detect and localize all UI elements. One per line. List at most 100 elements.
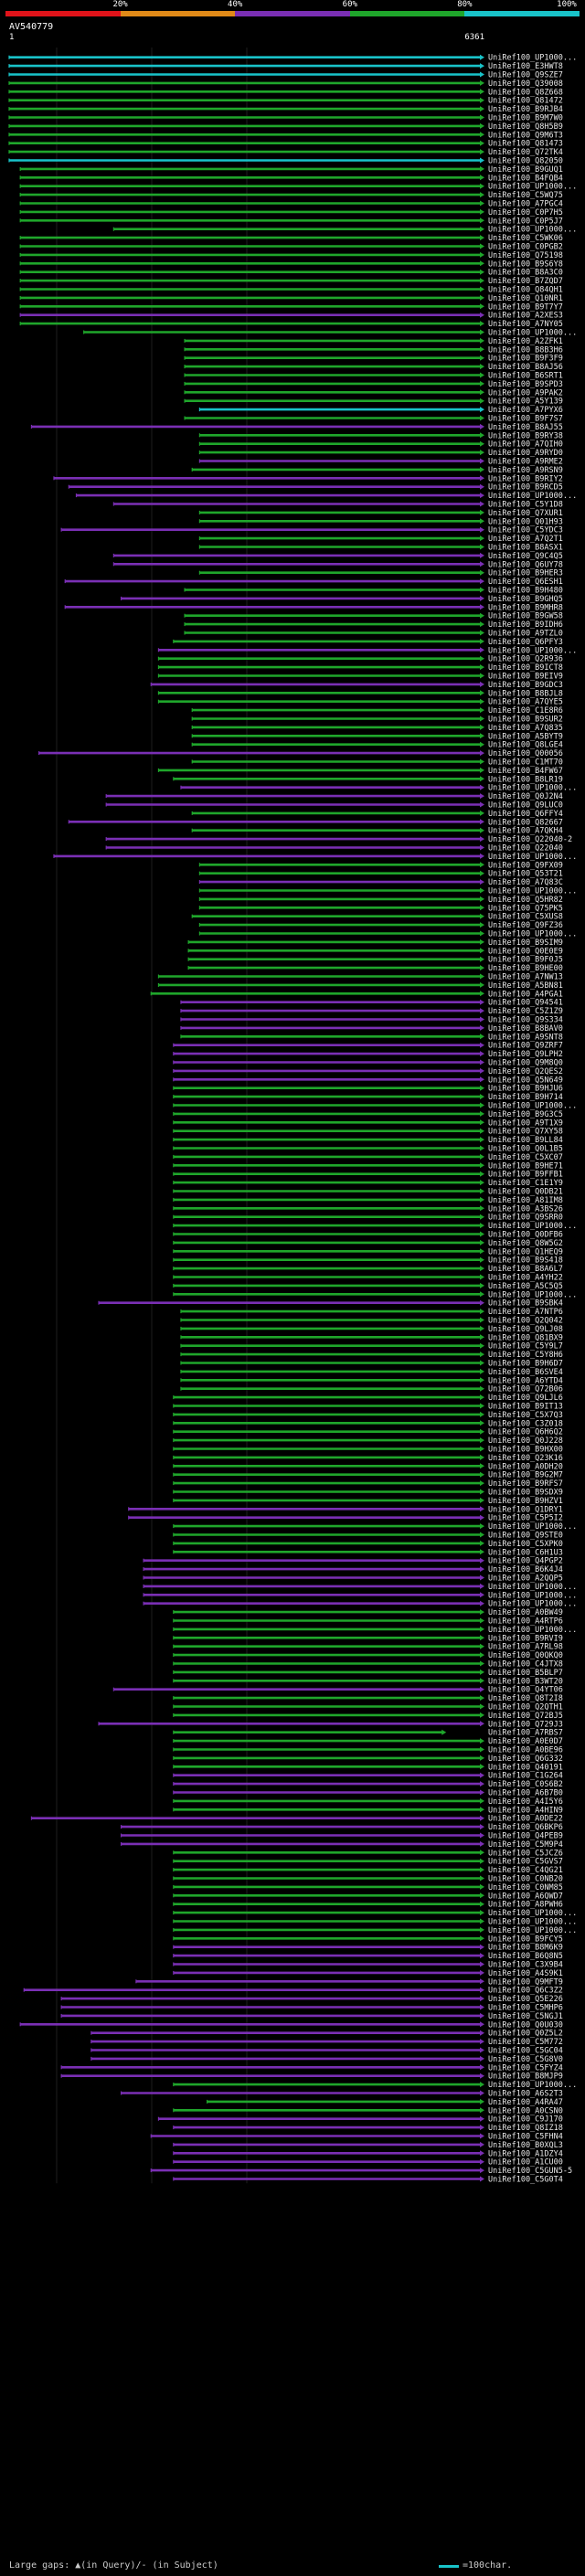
hit-row[interactable]: UniRef100_B8B3H6: [184, 345, 563, 355]
hit-row[interactable]: UniRef100_Q39008: [8, 80, 563, 89]
hit-row[interactable]: UniRef100_B8AJ56: [184, 363, 563, 372]
hit-row[interactable]: UniRef100_A1CU00: [173, 2158, 563, 2168]
hit-row[interactable]: UniRef100_B9SIM9: [187, 938, 563, 948]
hit-row[interactable]: UniRef100_C5Y1D8: [112, 501, 563, 510]
hit-row[interactable]: UniRef100_B9M7W0: [8, 114, 563, 123]
hit-row[interactable]: UniRef100_UP1000...: [143, 1591, 577, 1600]
hit-row[interactable]: UniRef100_A9PAK2: [184, 388, 563, 398]
hit-row[interactable]: UniRef100_A7QYE5: [157, 698, 563, 707]
hit-row[interactable]: UniRef100_Q0J228: [173, 1436, 563, 1446]
hit-row[interactable]: UniRef100_B9EIV9: [157, 673, 563, 682]
hit-row[interactable]: UniRef100_Q81473: [8, 140, 563, 149]
hit-row[interactable]: UniRef100_C5XC07: [173, 1153, 563, 1162]
hit-row[interactable]: UniRef100_A0DH20: [173, 1462, 563, 1471]
hit-row[interactable]: UniRef100_B8A6L7: [173, 1265, 563, 1274]
hit-row[interactable]: UniRef100_UP1000...: [143, 1583, 577, 1592]
hit-row[interactable]: UniRef100_A7NTP6: [180, 1308, 563, 1317]
hit-row[interactable]: UniRef100_B9S6Y8: [19, 260, 563, 269]
hit-row[interactable]: UniRef100_Q9LPH2: [173, 1050, 563, 1059]
hit-row[interactable]: UniRef100_Q81BX9: [180, 1333, 563, 1342]
hit-row[interactable]: UniRef100_A2XES3: [19, 312, 563, 321]
hit-row[interactable]: UniRef100_B8BJL8: [157, 689, 563, 698]
hit-row[interactable]: UniRef100_Q8Z668: [8, 88, 563, 97]
hit-row[interactable]: UniRef100_Q00056: [38, 749, 563, 758]
hit-row[interactable]: UniRef100_Q9SRR0: [173, 1214, 563, 1223]
hit-row[interactable]: UniRef100_UP1000...: [173, 1522, 577, 1532]
hit-row[interactable]: UniRef100_B9SDX9: [173, 1489, 563, 1498]
hit-row[interactable]: UniRef100_C5Y9L7: [180, 1342, 563, 1352]
hit-row[interactable]: UniRef100_C5P5I2: [128, 1514, 563, 1523]
hit-row[interactable]: UniRef100_Q72B06: [180, 1385, 563, 1394]
hit-row[interactable]: UniRef100_B8AJ55: [30, 423, 563, 432]
hit-row[interactable]: UniRef100_Q6ESH1: [64, 578, 563, 587]
hit-row[interactable]: UniRef100_Q9MFT9: [135, 1977, 563, 1987]
hit-row[interactable]: UniRef100_Q72BJ5: [173, 1712, 563, 1721]
hit-row[interactable]: UniRef100_B9FFB1: [173, 1171, 563, 1180]
hit-row[interactable]: UniRef100_B4FW67: [157, 767, 563, 776]
hit-row[interactable]: UniRef100_C5XUS8: [191, 913, 563, 922]
hit-row[interactable]: UniRef100_A6S2T3: [120, 2090, 563, 2099]
hit-row[interactable]: UniRef100_UP1000...: [157, 646, 577, 655]
hit-row[interactable]: UniRef100_A7RL98: [173, 1643, 563, 1652]
hit-row[interactable]: UniRef100_A7Q2T1: [198, 535, 563, 544]
hit-row[interactable]: UniRef100_C3Z018: [173, 1419, 563, 1428]
hit-row[interactable]: UniRef100_Q4YT06: [112, 1686, 563, 1695]
hit-row[interactable]: UniRef100_Q2QTH1: [173, 1703, 563, 1712]
hit-row[interactable]: UniRef100_Q6PFY3: [173, 638, 563, 647]
hit-row[interactable]: UniRef100_C5Z1Z9: [180, 1007, 563, 1016]
hit-row[interactable]: UniRef100_Q9S334: [180, 1016, 563, 1025]
hit-row[interactable]: UniRef100_Q9M8Q0: [173, 1059, 563, 1068]
hit-row[interactable]: UniRef100_B9F3F9: [184, 355, 563, 364]
hit-row[interactable]: UniRef100_B9GUQ1: [19, 165, 563, 175]
hit-row[interactable]: UniRef100_B9H6D7: [180, 1360, 563, 1369]
hit-row[interactable]: UniRef100_C0P7H5: [19, 208, 563, 217]
hit-row[interactable]: UniRef100_A2QQP5: [143, 1574, 563, 1584]
hit-row[interactable]: UniRef100_B8ASX1: [198, 544, 563, 553]
hit-row[interactable]: UniRef100_C1G264: [173, 1772, 563, 1781]
hit-row[interactable]: UniRef100_A6B7B0: [173, 1789, 563, 1798]
hit-row[interactable]: UniRef100_Q6C3Z2: [23, 1987, 563, 1996]
hit-row[interactable]: UniRef100_B9RVI9: [173, 1634, 563, 1643]
hit-row[interactable]: UniRef100_A5Y139: [184, 398, 563, 407]
hit-row[interactable]: UniRef100_C5G8V0: [90, 2055, 563, 2064]
hit-row[interactable]: UniRef100_A9TZL0: [184, 630, 563, 639]
hit-row[interactable]: UniRef100_A4RA47: [206, 2098, 563, 2107]
hit-row[interactable]: UniRef100_B9IT13: [173, 1403, 563, 1412]
hit-row[interactable]: UniRef100_C5GUN5-5: [150, 2167, 572, 2176]
hit-row[interactable]: UniRef100_Q7XY58: [173, 1128, 563, 1137]
hit-row[interactable]: UniRef100_A2ZFK1: [184, 337, 563, 346]
hit-row[interactable]: UniRef100_B9SPD3: [184, 380, 563, 389]
hit-row[interactable]: UniRef100_Q9LJL6: [173, 1394, 563, 1403]
hit-row[interactable]: UniRef100_A1DZY4: [173, 2149, 563, 2158]
hit-row[interactable]: UniRef100_Q8IZ18: [173, 2124, 563, 2133]
hit-row[interactable]: UniRef100_A5C5Q5: [173, 1282, 563, 1291]
hit-row[interactable]: UniRef100_UP1000...: [198, 887, 577, 896]
hit-row[interactable]: UniRef100_Q9C4Q5: [112, 552, 563, 561]
hit-row[interactable]: UniRef100_B9H714: [173, 1093, 563, 1102]
hit-row[interactable]: UniRef100_B9RY38: [198, 431, 563, 440]
hit-row[interactable]: UniRef100_A9T1X9: [173, 1118, 563, 1128]
hit-row[interactable]: UniRef100_A9SNT8: [180, 1033, 563, 1042]
hit-row[interactable]: UniRef100_Q82050: [8, 157, 563, 166]
hit-row[interactable]: UniRef100_Q9STE0: [173, 1532, 563, 1541]
hit-row[interactable]: UniRef100_Q1HEQ9: [173, 1247, 563, 1256]
hit-row[interactable]: UniRef100_A9RYD0: [198, 449, 563, 458]
hit-row[interactable]: UniRef100_A4S9K1: [173, 1969, 563, 1978]
hit-row[interactable]: UniRef100_A4RTP6: [173, 1617, 563, 1627]
hit-row[interactable]: UniRef100_Q84QH1: [19, 286, 563, 295]
hit-row[interactable]: UniRef100_Q0DB21: [173, 1188, 563, 1197]
hit-row[interactable]: UniRef100_UP1000...: [173, 1222, 577, 1231]
hit-row[interactable]: UniRef100_B9RCD5: [68, 483, 563, 493]
hit-row[interactable]: UniRef100_Q6BKP6: [120, 1823, 563, 1832]
hit-row[interactable]: UniRef100_C5M9P4: [120, 1840, 563, 1850]
hit-row[interactable]: UniRef100_B9HER3: [198, 569, 563, 578]
hit-row[interactable]: UniRef100_C1E1Y9: [173, 1179, 563, 1188]
hit-row[interactable]: UniRef100_Q53T21: [198, 870, 563, 879]
hit-row[interactable]: UniRef100_C5M772: [90, 2038, 563, 2047]
hit-row[interactable]: UniRef100_B9G2M7: [173, 1471, 563, 1480]
hit-row[interactable]: UniRef100_B8A3C0: [19, 269, 563, 278]
hit-row[interactable]: UniRef100_A6YTD4: [180, 1376, 563, 1385]
hit-row[interactable]: UniRef100_Q8H5B9: [8, 122, 563, 132]
hit-row[interactable]: UniRef100_Q9M6T3: [8, 131, 563, 140]
hit-row[interactable]: UniRef100_B0XQL3: [173, 2141, 563, 2150]
